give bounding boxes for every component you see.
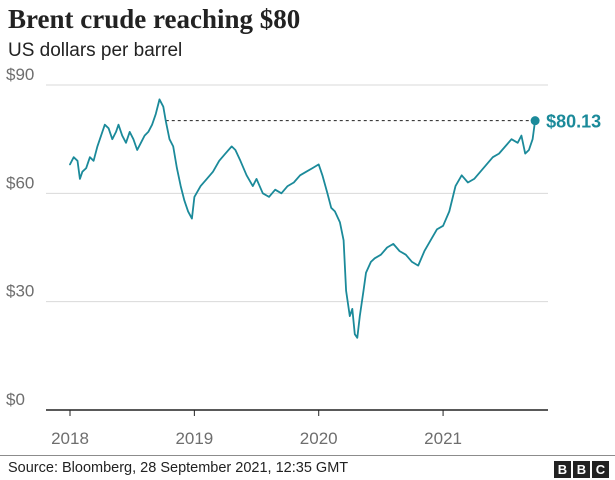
x-tick-label: 2020 xyxy=(300,429,338,448)
y-tick-label: $60 xyxy=(6,173,34,192)
bbc-logo-letter: B xyxy=(554,461,571,478)
end-point-marker xyxy=(530,116,540,126)
bbc-logo-letter: C xyxy=(592,461,609,478)
series-line xyxy=(69,98,536,339)
x-tick-label: 2021 xyxy=(424,429,462,448)
chart-title: Brent crude reaching $80 xyxy=(8,4,301,34)
source-note: Source: Bloomberg, 28 September 2021, 12… xyxy=(8,460,349,476)
y-tick-label: $30 xyxy=(6,282,34,301)
x-tick-label: 2019 xyxy=(175,429,213,448)
bbc-logo: B B C xyxy=(554,461,609,478)
x-tick-label: 2018 xyxy=(51,429,89,448)
y-tick-label: $90 xyxy=(6,65,34,84)
bbc-logo-letter: B xyxy=(573,461,590,478)
chart-subtitle: US dollars per barrel xyxy=(8,40,183,61)
chart: $0 $30 $60 $90 2018 2019 2020 2021 $80.13 xyxy=(6,65,601,448)
footer-divider xyxy=(0,455,615,456)
end-value-label: $80.13 xyxy=(546,112,601,132)
y-tick-label: $0 xyxy=(6,390,25,409)
